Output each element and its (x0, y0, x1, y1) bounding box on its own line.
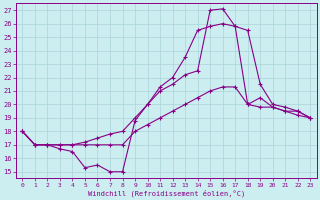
X-axis label: Windchill (Refroidissement éolien,°C): Windchill (Refroidissement éolien,°C) (88, 189, 245, 197)
